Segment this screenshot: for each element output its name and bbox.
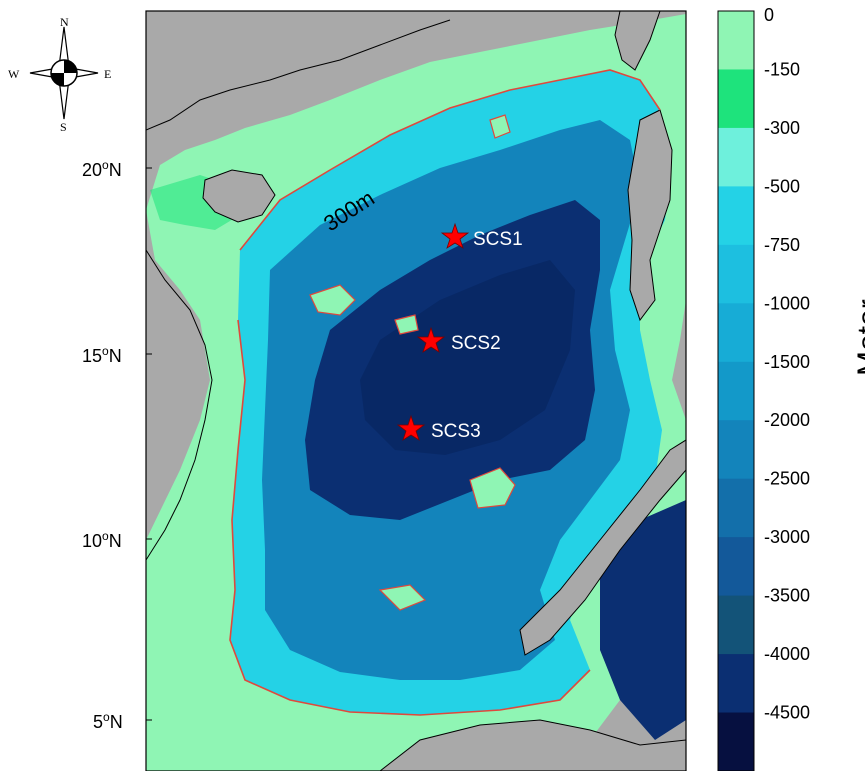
- colorbar-swatch: [718, 11, 754, 70]
- colorbar-swatch: [718, 244, 754, 304]
- lat-tick-label: 5oN: [93, 710, 123, 732]
- borneo-land: [379, 719, 686, 771]
- colorbar-tick-label: 0: [764, 5, 774, 25]
- site-scs2: SCS2: [416, 326, 501, 354]
- colorbar-tick-label: -3500: [764, 586, 810, 606]
- colorbar-swatch: [718, 654, 754, 714]
- colorbar-tick-label: -1000: [764, 293, 810, 313]
- colorbar: 0 -150 -300 -500 -750 -1000 -1500 -2000 -2500 -30…: [717, 5, 865, 771]
- compass-south-label: S: [60, 120, 67, 134]
- reef-outline-2: [469, 467, 516, 509]
- compass-east-label: E: [104, 67, 111, 81]
- philippines-land: [627, 109, 673, 322]
- colorbar-tick-label: -2500: [764, 469, 810, 489]
- colorbar-swatches: [718, 11, 754, 771]
- colorbar-swatch: [718, 478, 754, 538]
- colorbar-swatch: [718, 127, 754, 187]
- colorbar-swatch: [718, 69, 754, 129]
- star-marker-icon: [416, 326, 446, 353]
- reef-outline-4: [378, 584, 427, 611]
- colorbar-swatch: [718, 186, 754, 246]
- hainan-island: [202, 169, 276, 223]
- palawan-land: [519, 439, 686, 656]
- colorbar-tick-label: -4500: [764, 703, 810, 723]
- site-scs3: SCS3: [396, 414, 481, 442]
- east-deep-zone: [600, 500, 686, 740]
- colorbar-swatch: [718, 361, 754, 421]
- colorbar-tick-label: -500: [764, 176, 800, 196]
- colorbar-swatch: [718, 303, 754, 363]
- lat-tick-label: 15oN: [82, 344, 122, 366]
- star-marker-icon: [440, 222, 470, 249]
- isobath-300m-line: [229, 69, 661, 716]
- latitude-axis: 20oN 15oN 10oN 5oN: [82, 158, 152, 732]
- lat-tick-label: 10oN: [82, 529, 122, 551]
- compass-north-label: N: [60, 15, 69, 29]
- colorbar-tick-label: -4000: [764, 644, 810, 664]
- site-scs1: SCS1: [440, 222, 523, 250]
- colorbar-tick-label: -300: [764, 118, 800, 138]
- reef-outline-3: [394, 314, 419, 335]
- site-label: SCS1: [473, 229, 523, 250]
- site-label: SCS3: [431, 421, 481, 442]
- colorbar-tick-label: -150: [764, 59, 800, 79]
- reef-outline-5: [489, 114, 511, 139]
- compass-west-label: W: [8, 67, 20, 81]
- colorbar-labels: 0 -150 -300 -500 -750 -1000 -1500 -2000 -2500 -30…: [764, 5, 810, 723]
- vietnam-east-coastline: [146, 249, 213, 561]
- colorbar-swatch: [718, 595, 754, 655]
- colorbar-frame: [717, 10, 755, 771]
- lat-tick-label: 20oN: [82, 158, 122, 180]
- compass-rose-icon: N S W E: [8, 15, 111, 134]
- reef-outline-1: [309, 284, 356, 316]
- colorbar-tick-label: -1500: [764, 352, 810, 372]
- colorbar-swatch: [718, 712, 754, 771]
- abyssal-zone: [360, 260, 575, 455]
- taiwan-land: [614, 11, 661, 71]
- colorbar-title: Meter: [852, 299, 865, 376]
- colorbar-tick-label: -2000: [764, 410, 810, 430]
- star-marker-icon: [396, 414, 426, 441]
- map-frame: [145, 10, 687, 771]
- colorbar-tick-label: -3000: [764, 527, 810, 547]
- colorbar-swatch: [718, 537, 754, 597]
- site-label: SCS2: [451, 333, 501, 354]
- colorbar-swatch: [718, 420, 754, 480]
- vietnam-coastline: [146, 19, 451, 131]
- map-panel: 300m SCS1 SCS2 SCS3: [146, 11, 686, 771]
- colorbar-tick-label: -750: [764, 235, 800, 255]
